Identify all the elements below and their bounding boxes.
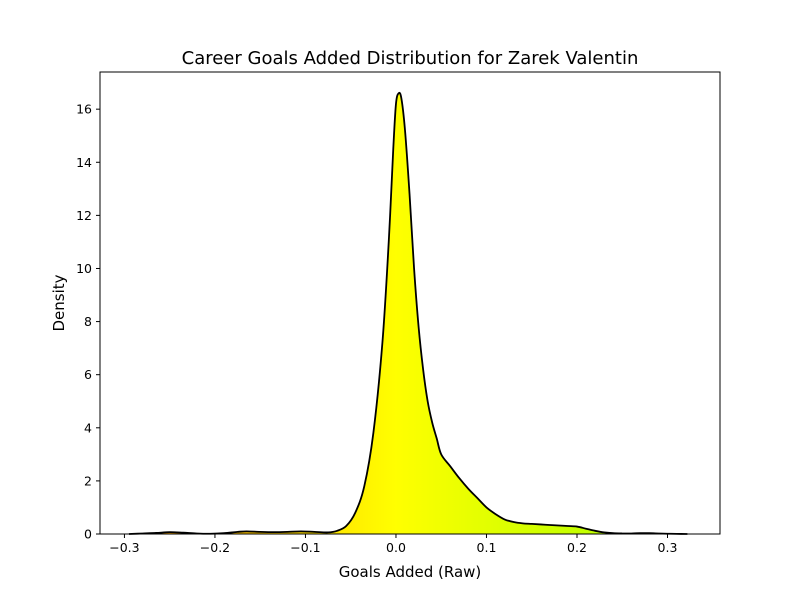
x-axis-label: Goals Added (Raw) — [339, 563, 482, 581]
y-tick-label: 0 — [84, 527, 92, 542]
plot-area — [128, 91, 688, 535]
x-tick-label: 0.0 — [386, 540, 406, 555]
y-axis-ticks: 0 2 4 6 8 10 12 14 16 — [76, 102, 100, 542]
density-area-fill — [128, 92, 688, 535]
chart-title: Career Goals Added Distribution for Zare… — [182, 48, 639, 69]
y-tick-label: 12 — [76, 208, 92, 223]
y-tick-label: 8 — [84, 314, 92, 329]
x-axis-ticks: −0.3 −0.2 −0.1 0.0 0.1 0.2 0.3 — [109, 534, 677, 555]
plot-frame — [99, 71, 721, 535]
x-tick-label: −0.2 — [200, 540, 230, 555]
y-tick-label: 4 — [84, 420, 92, 435]
y-tick-label: 2 — [84, 473, 92, 488]
y-tick-label: 16 — [76, 102, 92, 117]
x-tick-label: 0.1 — [477, 540, 497, 555]
x-tick-label: 0.3 — [658, 540, 678, 555]
x-tick-label: −0.1 — [290, 540, 320, 555]
y-tick-label: 14 — [76, 155, 92, 170]
x-tick-label: −0.3 — [109, 540, 139, 555]
density-curve-line — [128, 91, 688, 535]
y-tick-label: 6 — [84, 367, 92, 382]
y-axis-label: Density — [50, 274, 68, 331]
y-tick-label: 10 — [76, 261, 92, 276]
x-tick-label: 0.2 — [567, 540, 587, 555]
